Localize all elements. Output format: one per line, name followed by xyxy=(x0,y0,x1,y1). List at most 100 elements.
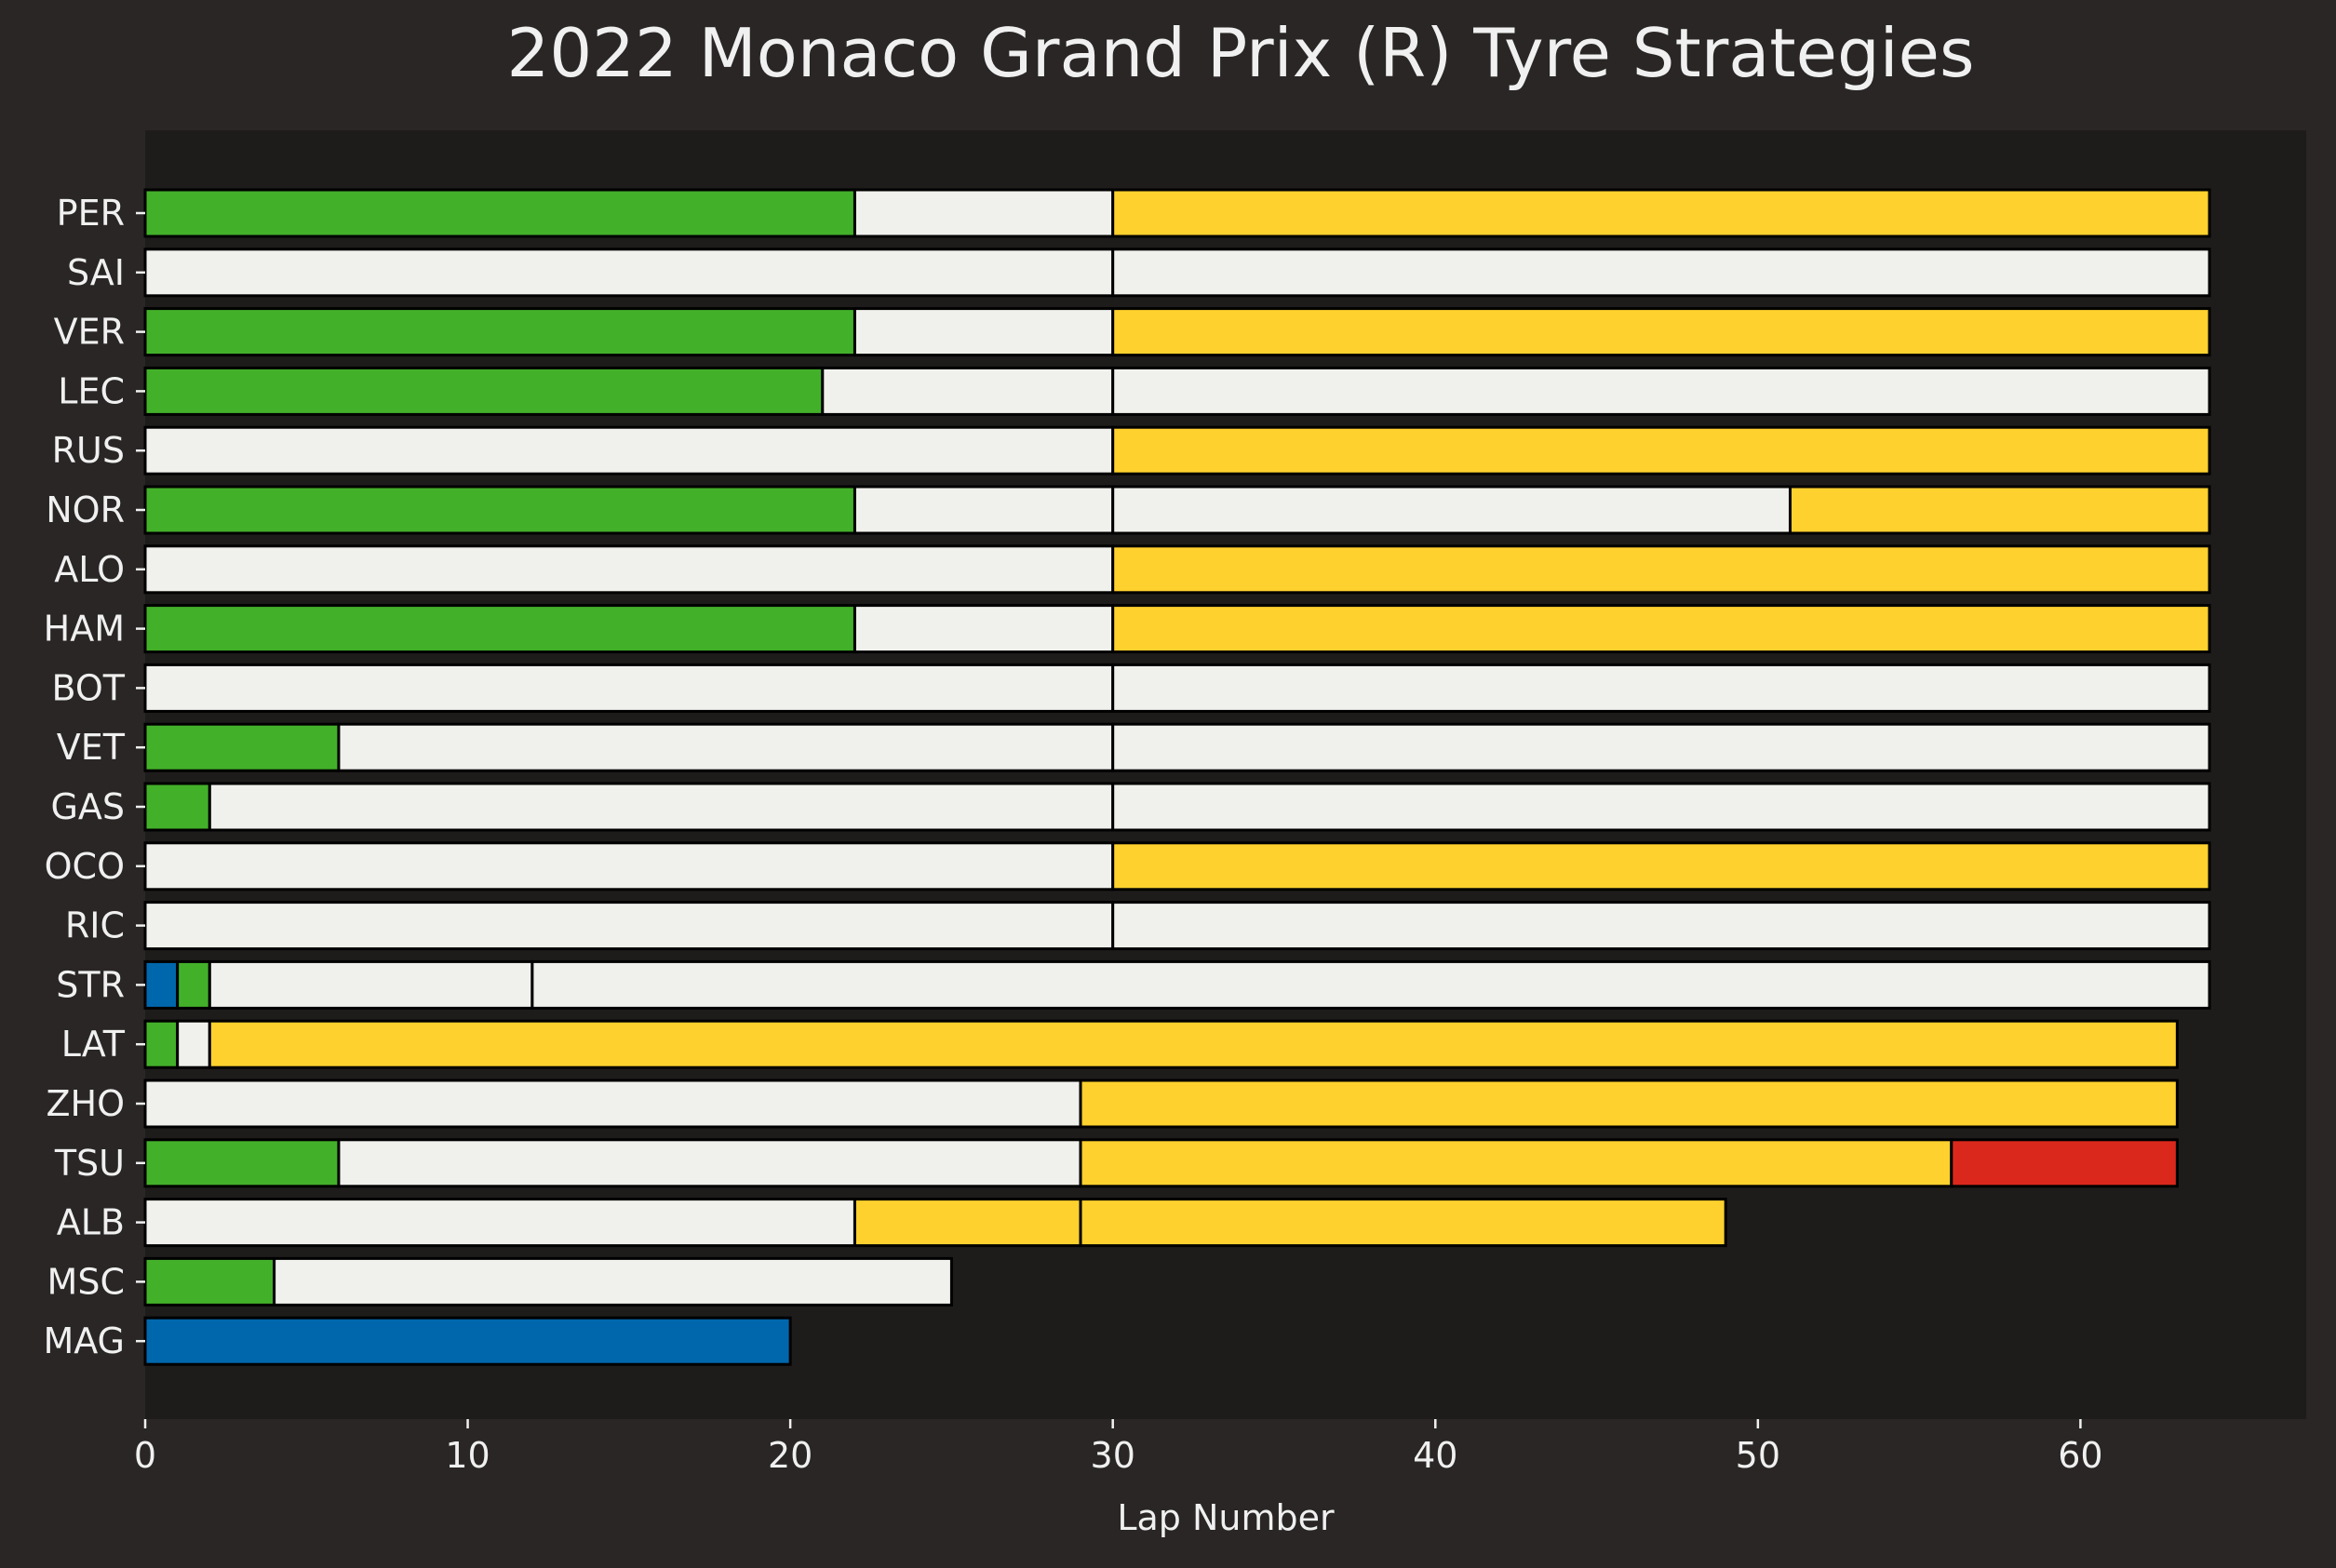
x-axis-label: Lap Number xyxy=(1117,1497,1335,1538)
y-tick-label-mag: MAG xyxy=(43,1320,125,1361)
y-tick-label-msc: MSC xyxy=(47,1261,125,1302)
stint-bar-str-2 xyxy=(176,959,211,1010)
stint-bar-per-3 xyxy=(1111,188,2211,238)
y-tick-label-alb: ALB xyxy=(57,1202,125,1243)
stint-bar-ver-1 xyxy=(143,307,856,357)
stint-bar-zho-1 xyxy=(143,1079,1082,1129)
stint-bar-gas-3 xyxy=(1111,782,2211,832)
stint-bar-nor-4 xyxy=(1788,485,2211,535)
stint-bar-ric-1 xyxy=(143,901,1115,951)
stint-bar-ham-1 xyxy=(143,604,856,654)
stint-bar-nor-3 xyxy=(1111,485,1792,535)
y-tick-label-str: STR xyxy=(56,964,125,1005)
stint-bar-tsu-3 xyxy=(1079,1138,1953,1188)
driver-row-ric xyxy=(143,901,2211,951)
y-tick-label-vet: VET xyxy=(57,727,126,768)
stint-bar-tsu-1 xyxy=(143,1138,341,1188)
driver-row-nor xyxy=(143,485,2211,535)
stint-bar-lat-2 xyxy=(176,1019,211,1069)
x-tick-label: 60 xyxy=(2058,1435,2102,1476)
stint-bar-tsu-4 xyxy=(1950,1138,2179,1188)
stint-bar-lec-1 xyxy=(143,366,825,416)
stint-bar-sai-2 xyxy=(1111,248,2211,298)
stint-bar-nor-1 xyxy=(143,485,856,535)
y-tick-label-lec: LEC xyxy=(58,370,125,411)
stint-bar-lec-2 xyxy=(821,366,1115,416)
stint-bar-tsu-2 xyxy=(337,1138,1082,1188)
stint-bar-nor-2 xyxy=(853,485,1115,535)
stint-bar-zho-2 xyxy=(1079,1079,2179,1129)
y-tick-label-ham: HAM xyxy=(44,609,125,650)
y-tick-label-rus: RUS xyxy=(52,430,125,471)
stint-bar-ver-2 xyxy=(853,307,1115,357)
stint-bar-ric-2 xyxy=(1111,901,2211,951)
stint-bar-rus-1 xyxy=(143,425,1115,476)
x-tick-label: 0 xyxy=(134,1435,156,1476)
driver-row-per xyxy=(143,188,2211,238)
x-tick-label: 50 xyxy=(1736,1435,1780,1476)
x-axis: 0 10 20 30 40 50 60 xyxy=(134,1419,2103,1476)
y-tick-label-gas: GAS xyxy=(50,786,125,827)
driver-row-mag xyxy=(143,1316,792,1366)
driver-row-bot xyxy=(143,663,2211,713)
stint-bar-oco-2 xyxy=(1111,841,2211,891)
y-tick-label-tsu: TSU xyxy=(54,1143,125,1184)
bars-group xyxy=(143,188,2211,1366)
stint-bar-alb-2 xyxy=(853,1198,1082,1248)
stint-bar-alb-1 xyxy=(143,1198,856,1248)
y-tick-label-zho: ZHO xyxy=(46,1083,125,1124)
driver-row-zho xyxy=(143,1079,2179,1129)
stint-bar-bot-1 xyxy=(143,663,1115,713)
driver-row-ver xyxy=(143,307,2211,357)
driver-row-lat xyxy=(143,1019,2179,1069)
stint-bar-lat-1 xyxy=(143,1019,180,1069)
stint-bar-lec-3 xyxy=(1111,366,2211,416)
driver-row-lec xyxy=(143,366,2211,416)
stint-bar-gas-1 xyxy=(143,782,211,832)
y-tick-label-ver: VER xyxy=(54,312,125,353)
stint-bar-vet-3 xyxy=(1111,722,2211,772)
stint-bar-str-3 xyxy=(208,959,534,1010)
stint-bar-vet-1 xyxy=(143,722,341,772)
y-tick-label-nor: NOR xyxy=(46,489,125,530)
stint-bar-per-1 xyxy=(143,188,856,238)
stint-bar-ham-3 xyxy=(1111,604,2211,654)
driver-row-str xyxy=(143,959,2211,1010)
stint-bar-msc-2 xyxy=(273,1256,953,1307)
stint-bar-alo-1 xyxy=(143,544,1115,595)
driver-row-gas xyxy=(143,782,2211,832)
y-axis: PER SAI VER LEC RUS NOR ALO HAM BOT VET GAS OCO RIC S… xyxy=(43,193,145,1361)
stint-bar-bot-2 xyxy=(1111,663,2211,713)
driver-row-ham xyxy=(143,604,2211,654)
stint-bar-str-1 xyxy=(143,959,180,1010)
driver-row-vet xyxy=(143,722,2211,772)
stint-bar-ham-2 xyxy=(853,604,1115,654)
y-tick-label-ric: RIC xyxy=(65,905,125,946)
stint-bar-str-4 xyxy=(530,959,2211,1010)
chart-title: 2022 Monaco Grand Prix (R) Tyre Strategi… xyxy=(507,14,1975,92)
x-tick-label: 10 xyxy=(445,1435,490,1476)
stint-bar-vet-2 xyxy=(337,722,1115,772)
driver-row-tsu xyxy=(143,1138,2179,1188)
x-tick-label: 20 xyxy=(768,1435,812,1476)
y-tick-label-alo: ALO xyxy=(54,549,125,590)
x-tick-label: 40 xyxy=(1413,1435,1457,1476)
y-tick-label-bot: BOT xyxy=(51,667,125,708)
stint-bar-alb-3 xyxy=(1079,1198,1727,1248)
stint-bar-rus-2 xyxy=(1111,425,2211,476)
stint-bar-ver-3 xyxy=(1111,307,2211,357)
driver-row-msc xyxy=(143,1256,953,1307)
y-tick-label-sai: SAI xyxy=(67,252,125,293)
stint-bar-per-2 xyxy=(853,188,1115,238)
driver-row-alo xyxy=(143,544,2211,595)
driver-row-sai xyxy=(143,248,2211,298)
driver-row-rus xyxy=(143,425,2211,476)
y-tick-label-oco: OCO xyxy=(45,846,125,887)
x-tick-label: 30 xyxy=(1091,1435,1135,1476)
stint-bar-msc-1 xyxy=(143,1256,276,1307)
stint-bar-alo-2 xyxy=(1111,544,2211,595)
stint-bar-sai-1 xyxy=(143,248,1115,298)
y-tick-label-lat: LAT xyxy=(61,1024,126,1065)
